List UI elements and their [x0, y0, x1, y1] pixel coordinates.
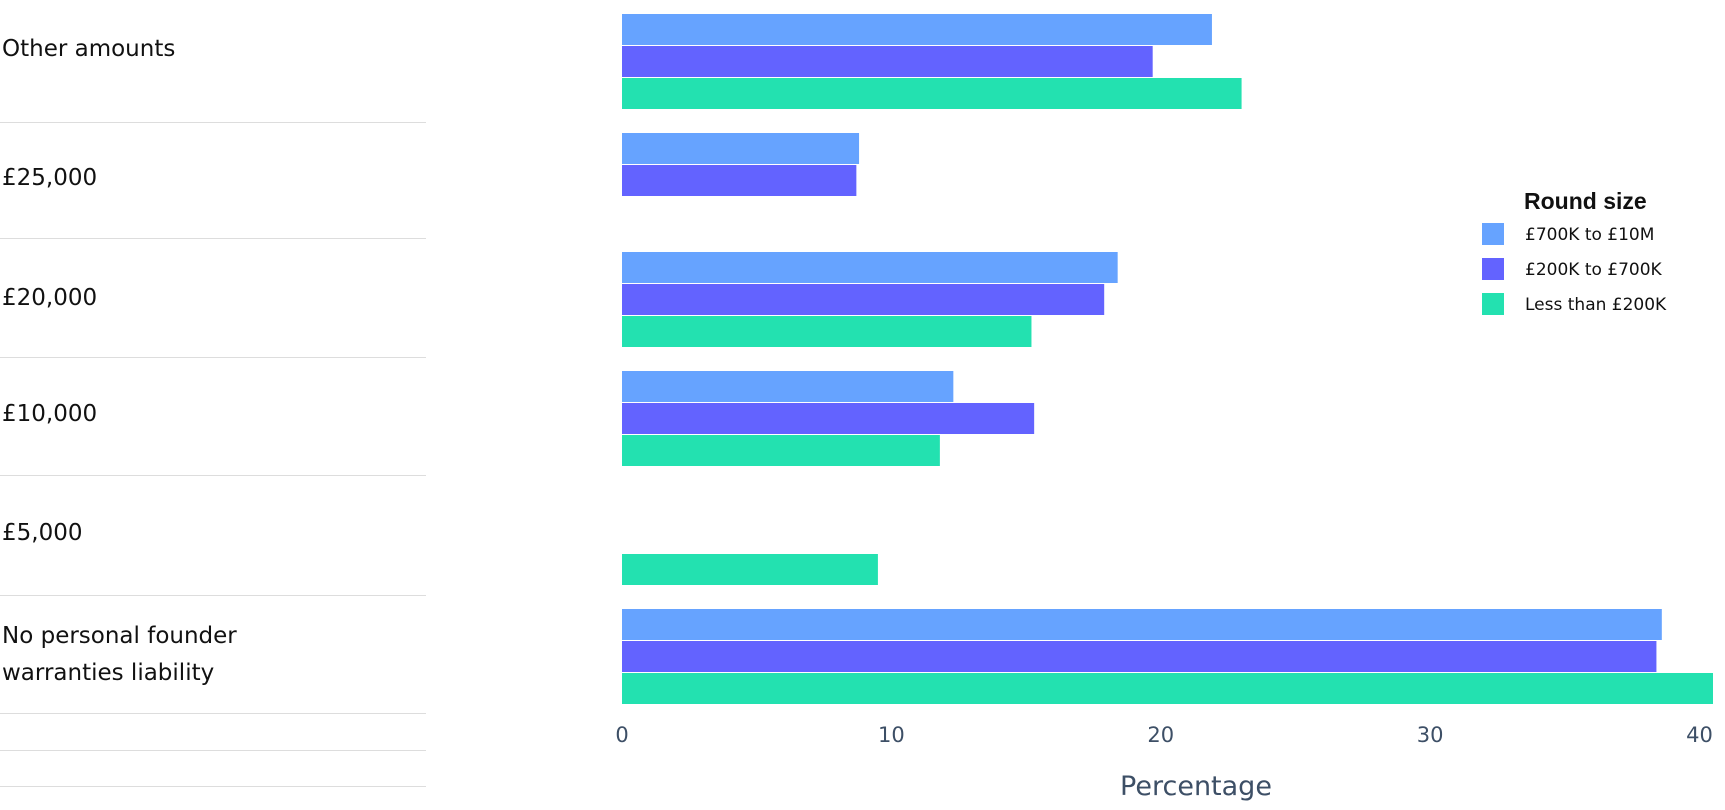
x-tick-label: 30: [1417, 723, 1444, 747]
row-label-25000: £25,000: [2, 165, 98, 191]
legend-label: Less than £200K: [1525, 295, 1667, 315]
x-axis-title: Percentage: [1120, 771, 1272, 802]
bar: [622, 435, 940, 466]
bar: [622, 284, 1105, 315]
bar: [622, 371, 954, 402]
legend-label: £200K to £700K: [1525, 260, 1663, 280]
row-separator: [0, 595, 426, 596]
bar: [622, 403, 1035, 434]
bars-group: [622, 14, 1713, 704]
bar: [622, 46, 1153, 77]
x-tick-labels: 0 10 20 30 40: [615, 723, 1713, 747]
row-separator: [0, 357, 426, 358]
bar: [622, 673, 1713, 704]
bar: [622, 554, 878, 585]
row-separator: [0, 238, 426, 239]
legend-swatch: [1482, 223, 1504, 245]
row-separator: [0, 122, 426, 123]
bar: [622, 14, 1212, 45]
bar: [622, 316, 1032, 347]
x-tick-label: 0: [615, 723, 628, 747]
row-label-other-amounts: Other amounts: [2, 36, 176, 62]
bar: [622, 641, 1657, 672]
x-tick-label: 20: [1147, 723, 1174, 747]
bar: [622, 78, 1242, 109]
legend-label: £700K to £10M: [1525, 225, 1654, 245]
row-label-20000: £20,000: [2, 285, 98, 311]
row-separator: [0, 750, 426, 751]
legend: Round size £700K to £10M £200K to £700K Le…: [1482, 188, 1667, 315]
x-tick-label: 40: [1686, 723, 1713, 747]
bar: [622, 165, 857, 196]
row-label-5000: £5,000: [2, 520, 83, 546]
bar: [622, 133, 860, 164]
legend-swatch: [1482, 293, 1504, 315]
row-separator: [0, 475, 426, 476]
row-label-10000: £10,000: [2, 401, 98, 427]
bar: [622, 252, 1118, 283]
bar: [622, 609, 1662, 640]
row-label-no-personal-liability: No personal founder warranties liability: [2, 623, 237, 686]
legend-swatch: [1482, 258, 1504, 280]
x-tick-label: 10: [878, 723, 905, 747]
legend-title: Round size: [1524, 188, 1647, 214]
row-separator: [0, 786, 426, 787]
row-separator: [0, 713, 426, 714]
